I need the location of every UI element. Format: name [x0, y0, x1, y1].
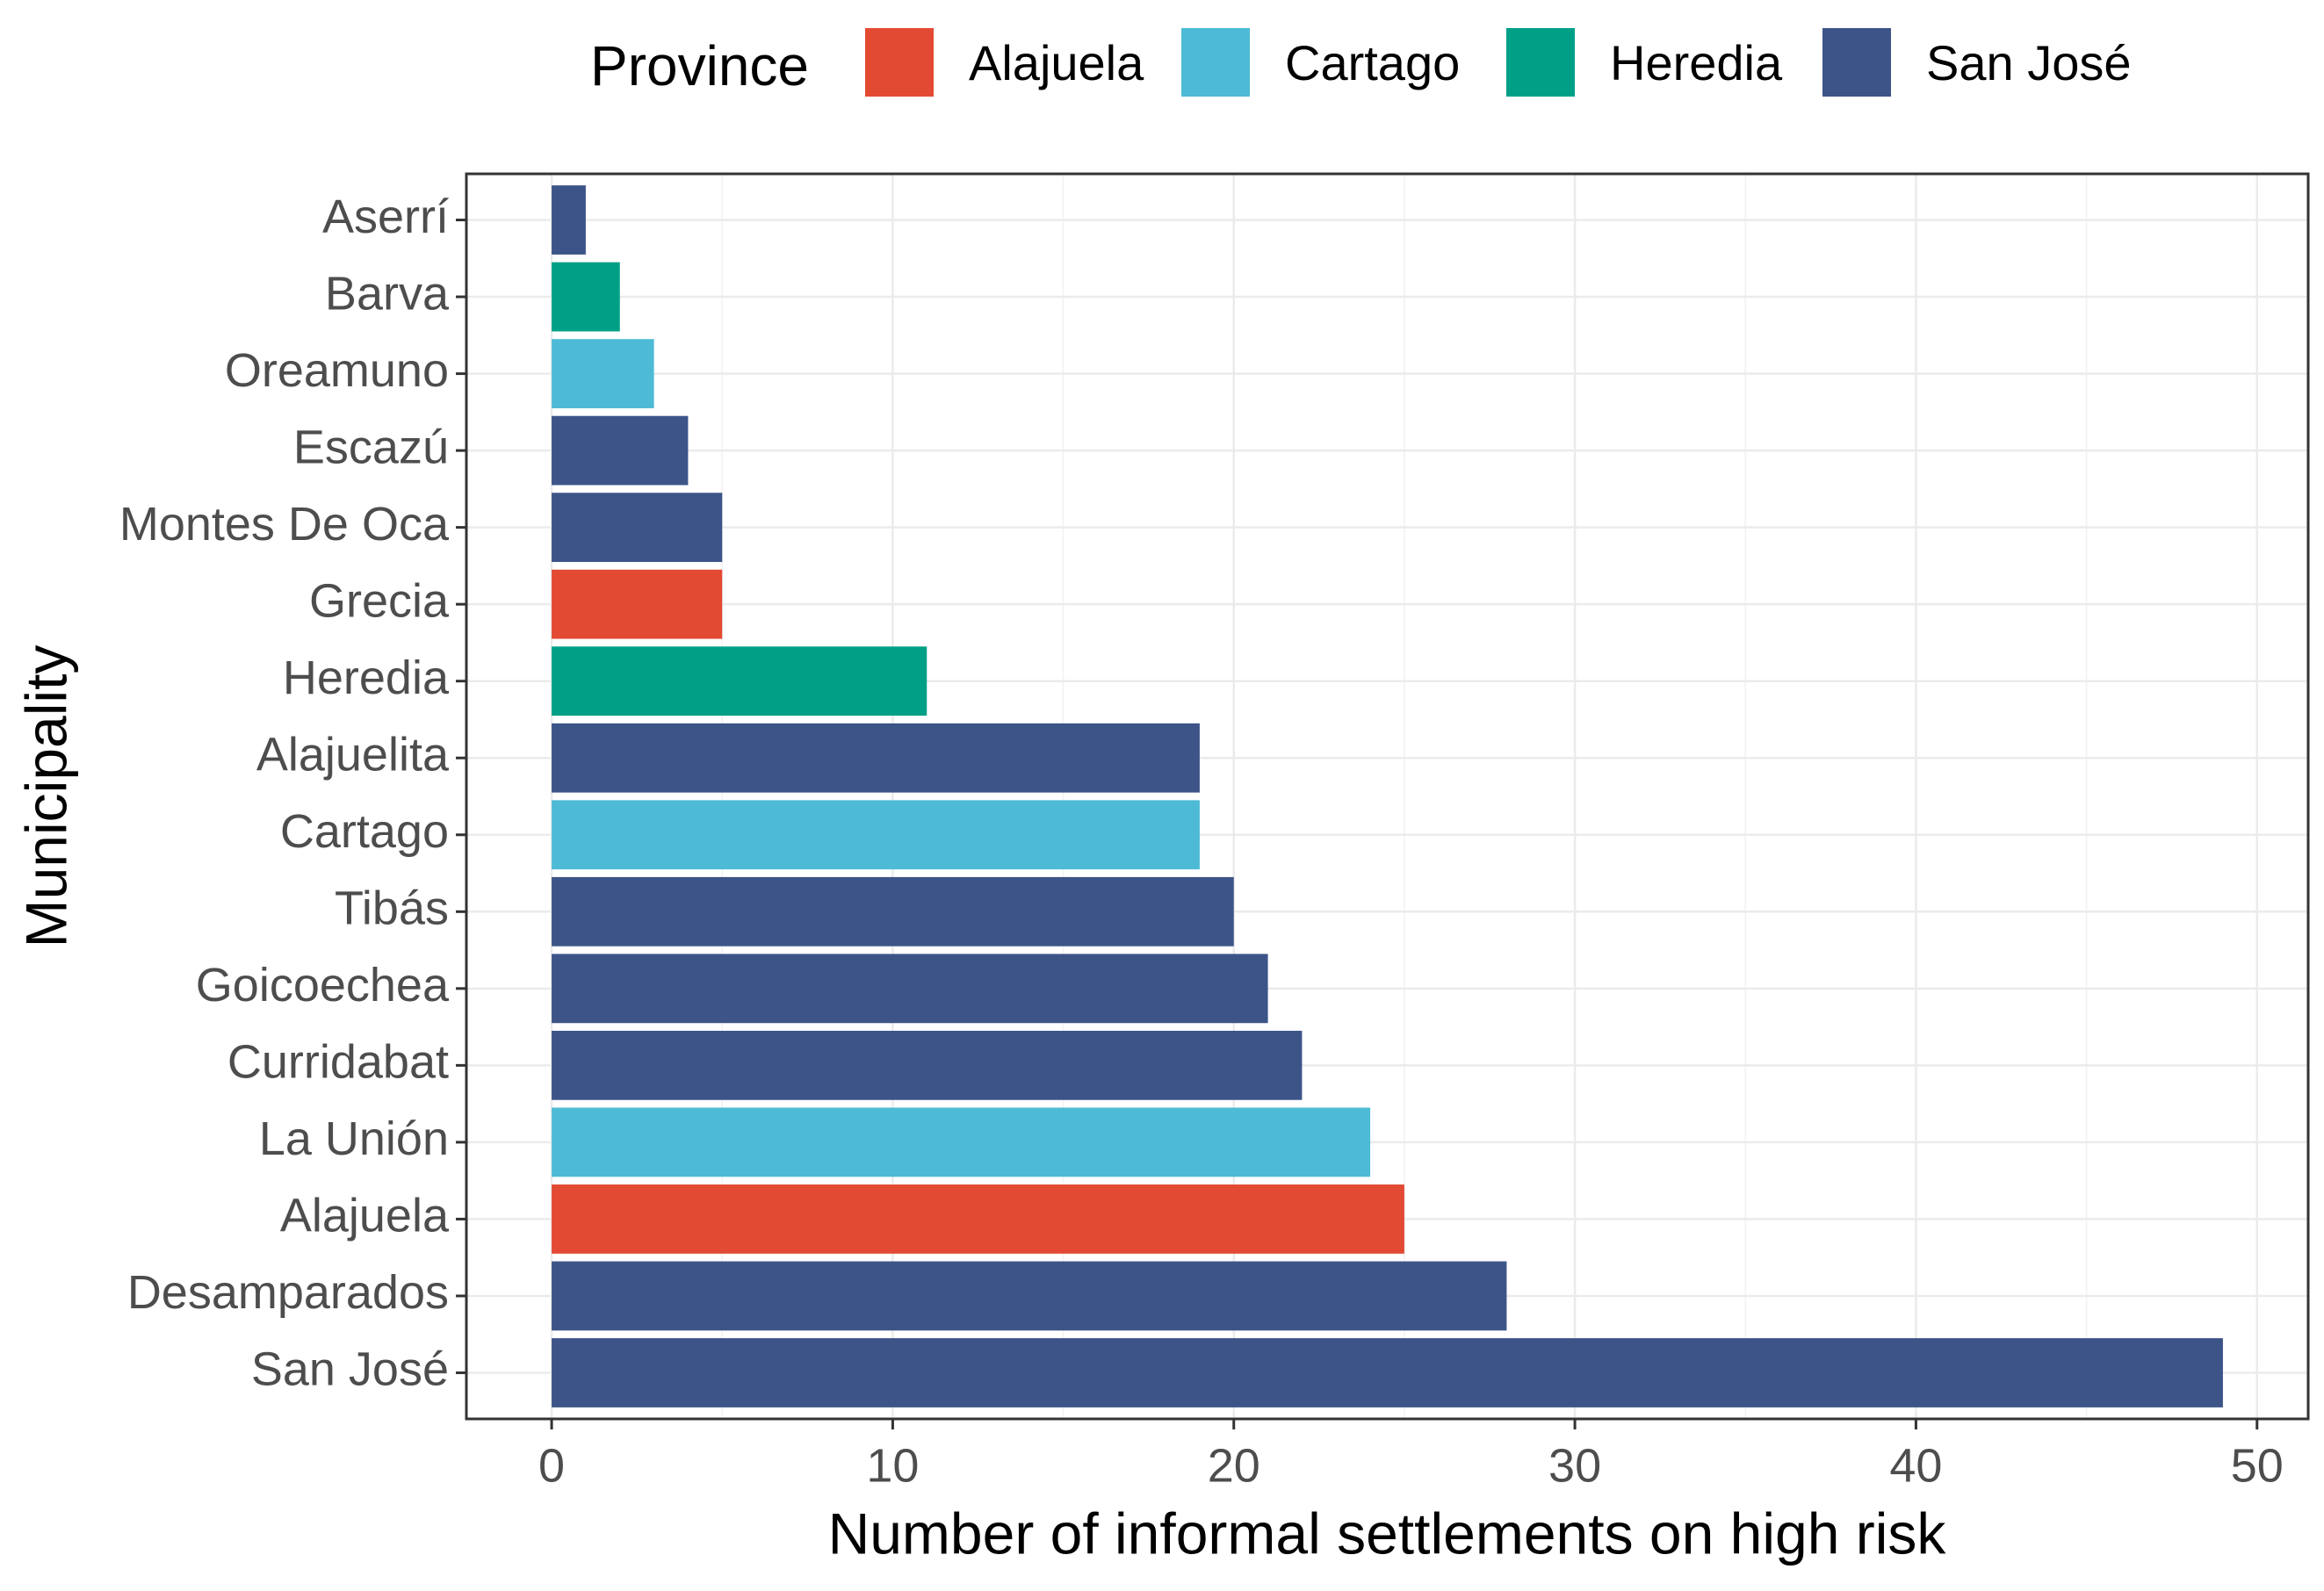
- bar: [552, 723, 1200, 793]
- legend-label: San José: [1926, 35, 2132, 90]
- legend-label: Heredia: [1610, 35, 1783, 90]
- legend-key: [1181, 28, 1250, 97]
- plot-border: [465, 172, 2310, 1421]
- y-tick-label: Heredia: [283, 652, 450, 704]
- y-tick-label: Alajuela: [280, 1190, 450, 1242]
- bar: [552, 800, 1200, 870]
- x-tick-label: 40: [1889, 1439, 1942, 1492]
- y-tick-label: Grecia: [309, 574, 450, 627]
- legend-label: Cartago: [1285, 35, 1460, 90]
- bar: [552, 1030, 1303, 1100]
- y-tick-label: La Unión: [259, 1112, 449, 1165]
- bar: [552, 1261, 1507, 1331]
- bar: [552, 185, 586, 255]
- y-tick-label: Montes De Oca: [119, 498, 450, 551]
- y-tick-label: San José: [251, 1343, 449, 1396]
- bar: [552, 1184, 1404, 1254]
- bar: [552, 954, 1268, 1024]
- bar: [552, 1338, 2223, 1407]
- legend-key: [1822, 28, 1891, 97]
- y-tick-label: Desamparados: [127, 1266, 449, 1319]
- y-tick-label: Alajuelita: [256, 729, 450, 781]
- y-tick-label: Tibás: [335, 882, 449, 935]
- bar: [552, 339, 654, 408]
- x-tick-label: 10: [866, 1439, 919, 1492]
- legend-key: [1506, 28, 1575, 97]
- legend-key: [865, 28, 934, 97]
- x-tick-label: 0: [538, 1439, 565, 1492]
- bar: [552, 262, 620, 332]
- y-tick-label: Barva: [325, 267, 450, 320]
- bar: [552, 876, 1234, 947]
- bar: [552, 646, 927, 716]
- x-tick-label: 20: [1208, 1439, 1260, 1492]
- y-axis-title: Municipality: [13, 645, 78, 948]
- legend-title: Province: [590, 34, 809, 97]
- y-tick-label: Aserrí: [322, 191, 449, 243]
- bar: [552, 415, 689, 486]
- y-tick-label: Cartago: [280, 805, 449, 858]
- x-axis: 0 10 20 30 40 50: [538, 1419, 2284, 1492]
- bar: [552, 493, 723, 563]
- legend: Province Alajuela Cartago Heredia San José: [590, 28, 2132, 97]
- x-axis-title: Number of informal settlements on high r…: [828, 1501, 1947, 1566]
- y-axis: Aserrí Barva Oreamuno Escazú Montes De Oca Gr…: [119, 191, 466, 1396]
- x-tick-label: 30: [1548, 1439, 1601, 1492]
- bar: [552, 1107, 1371, 1177]
- x-tick-label: 50: [2231, 1439, 2284, 1492]
- y-tick-label: Goicoechea: [196, 959, 450, 1011]
- legend-label: Alajuela: [969, 35, 1144, 90]
- y-tick-label: Escazú: [293, 421, 449, 473]
- bar: [552, 569, 723, 639]
- plot-area: [465, 172, 2310, 1421]
- y-tick-label: Curridabat: [227, 1036, 449, 1089]
- y-tick-label: Oreamuno: [225, 344, 449, 397]
